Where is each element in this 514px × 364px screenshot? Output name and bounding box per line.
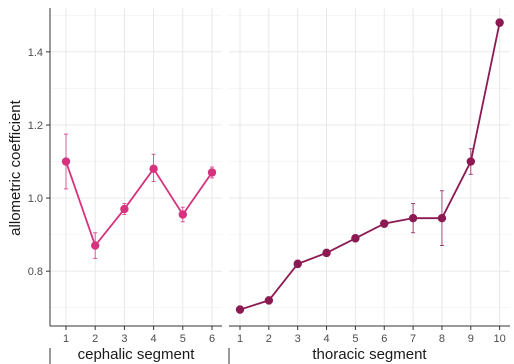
data-point (264, 296, 274, 305)
data-point (61, 157, 71, 166)
axes: 0.8 1.0 1.2 1.4 1 2 3 4 5 6 cephalic segment 1 2 3 4 5 6… (28, 8, 510, 364)
panel-background (50, 8, 222, 326)
panel-background (229, 8, 510, 326)
x-tick-label: 5 (352, 333, 358, 345)
x-tick-label: 3 (295, 333, 301, 345)
x-tick-label: 4 (151, 333, 157, 345)
grid (50, 8, 510, 326)
data-point (437, 213, 447, 223)
y-tick-label: 1.2 (28, 120, 43, 132)
x-tick-label: 1 (63, 333, 69, 345)
x-tick-label: 7 (410, 333, 416, 345)
data-point (293, 259, 302, 269)
x-tick-label: 6 (381, 333, 387, 345)
data-point (149, 164, 158, 174)
data-point (380, 219, 389, 228)
series-line (65, 161, 213, 248)
data-point (91, 241, 100, 250)
data-point (235, 305, 245, 314)
x-tick-label: 2 (92, 333, 98, 345)
x-tick-label: 1 (237, 333, 243, 345)
y-tick-label: 1.0 (28, 193, 43, 205)
series (61, 18, 504, 314)
data-point (178, 210, 187, 219)
x-tick-label: 6 (209, 333, 215, 345)
x-tick-label: 2 (266, 333, 272, 345)
data-point (207, 168, 217, 177)
x-tick-label: 10 (494, 333, 506, 345)
x-tick-label: 3 (121, 333, 127, 345)
data-point (408, 213, 418, 223)
segment-label: thoracic segment (312, 346, 427, 363)
y-tick-label: 1.4 (28, 47, 43, 59)
data-point (351, 234, 360, 243)
x-tick-label: 5 (180, 333, 186, 345)
x-tick-label: 8 (439, 333, 445, 345)
segment-label: cephalic segment (78, 346, 196, 363)
data-point (322, 248, 331, 258)
x-tick-label: 4 (323, 333, 329, 345)
y-axis-label: allometric coefficient (7, 99, 24, 235)
series-line (239, 22, 501, 311)
data-point (495, 18, 504, 27)
data-point (120, 204, 129, 214)
y-tick-label: 0.8 (28, 266, 43, 278)
x-tick-label: 9 (468, 333, 474, 345)
data-point (466, 157, 475, 166)
